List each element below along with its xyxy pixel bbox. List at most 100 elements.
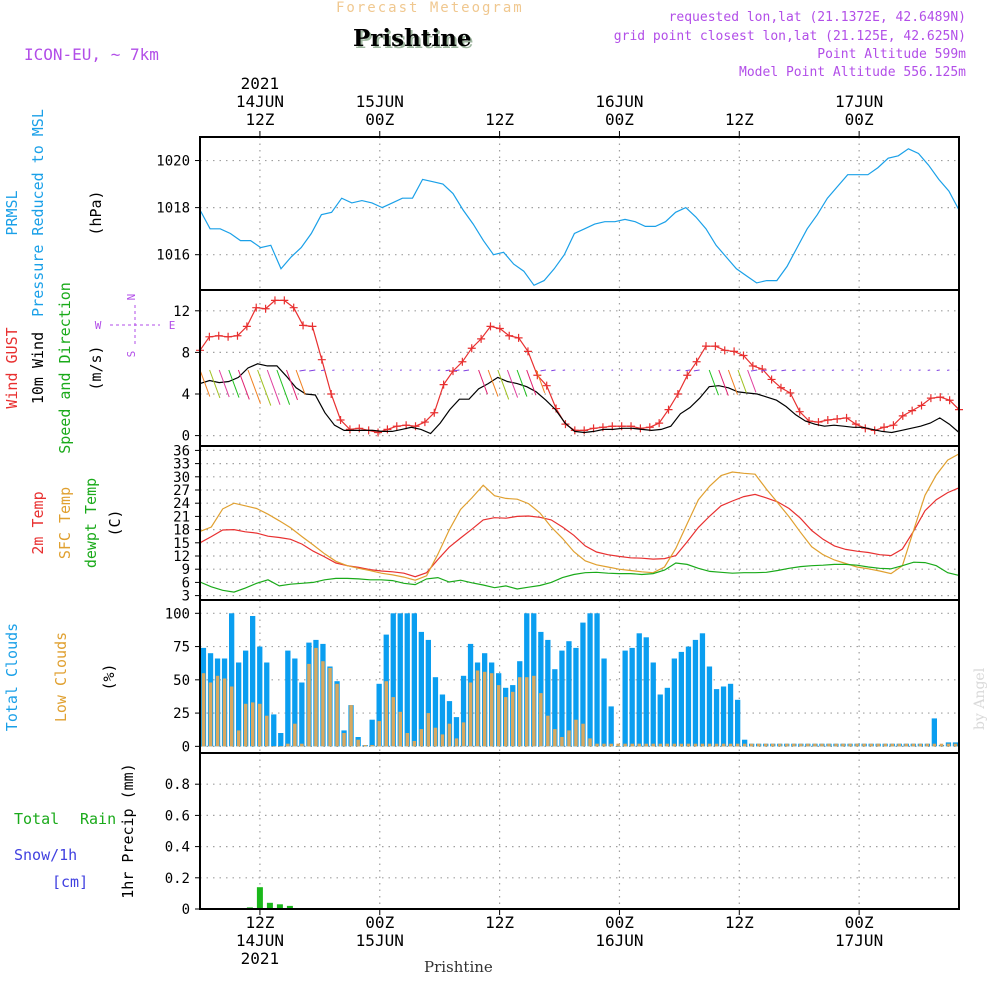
bar bbox=[560, 737, 564, 747]
gust-point bbox=[542, 381, 551, 390]
time-label-top: 17JUN bbox=[835, 92, 883, 111]
wind-arrow bbox=[237, 369, 250, 400]
bar bbox=[518, 677, 522, 747]
bar bbox=[855, 743, 859, 747]
gust-point bbox=[842, 413, 851, 422]
bar bbox=[377, 721, 381, 747]
bar bbox=[276, 904, 283, 909]
bar bbox=[714, 743, 719, 747]
bar bbox=[286, 905, 293, 909]
time-label-top: 00Z bbox=[845, 110, 874, 129]
frame-layer: 1016 1018 1020 PRMSL Pressure Reduced to MSL… bbox=[3, 74, 960, 968]
wind-arrow bbox=[286, 369, 298, 401]
bar bbox=[376, 683, 382, 747]
compass-cross bbox=[110, 305, 160, 345]
y-tick-label: 3 bbox=[182, 589, 190, 605]
bar bbox=[602, 743, 606, 747]
bar bbox=[679, 743, 684, 747]
wind-arrow bbox=[321, 369, 325, 372]
gust-point bbox=[926, 394, 935, 403]
bar bbox=[581, 723, 585, 747]
bar bbox=[771, 743, 775, 747]
bar bbox=[390, 613, 396, 747]
bar bbox=[595, 743, 599, 747]
y-tick-label: 1018 bbox=[156, 201, 190, 217]
bar bbox=[706, 666, 713, 747]
bar bbox=[412, 741, 417, 747]
y-tick-label: 15 bbox=[173, 536, 190, 552]
gust-point bbox=[242, 322, 251, 331]
y-tick-label: 25 bbox=[173, 706, 190, 722]
bar bbox=[672, 743, 677, 747]
gust-point bbox=[739, 351, 748, 360]
gust-point bbox=[683, 371, 692, 380]
panel-temperature bbox=[199, 453, 960, 593]
bar bbox=[904, 743, 908, 747]
bar bbox=[307, 663, 311, 747]
gust-point bbox=[270, 296, 279, 305]
bar bbox=[636, 633, 642, 747]
bar bbox=[876, 743, 880, 747]
gust-point bbox=[224, 332, 233, 341]
gust-point bbox=[261, 304, 270, 313]
panel-label: (C) bbox=[106, 509, 124, 536]
grid-layer bbox=[200, 137, 959, 910]
bar bbox=[813, 743, 817, 747]
bar bbox=[721, 743, 726, 747]
bar bbox=[511, 691, 515, 747]
wind-arrow bbox=[497, 369, 510, 400]
gust-point bbox=[786, 388, 795, 397]
gust-point bbox=[627, 422, 636, 431]
bar bbox=[446, 701, 453, 747]
bar bbox=[692, 639, 699, 747]
wind-arrow bbox=[781, 369, 787, 372]
wind-arrow bbox=[676, 369, 681, 372]
gust-point bbox=[655, 419, 664, 428]
bar bbox=[425, 639, 431, 747]
gust-point bbox=[936, 393, 945, 402]
gust-point bbox=[345, 425, 354, 434]
wind-arrow bbox=[506, 369, 519, 398]
gust-point bbox=[336, 416, 345, 424]
bar bbox=[643, 637, 649, 747]
gust-point bbox=[776, 383, 785, 392]
y-tick-label: 12 bbox=[173, 549, 190, 565]
wind-arrow bbox=[257, 369, 272, 406]
panel-clouds bbox=[200, 613, 959, 747]
bar bbox=[363, 745, 367, 747]
bar bbox=[939, 743, 944, 747]
wind-arrow bbox=[209, 369, 221, 399]
bar bbox=[574, 719, 578, 747]
wind-arrow bbox=[516, 369, 528, 397]
model-label: ICON-EU, ~ 7km bbox=[24, 45, 159, 64]
precip-axis-label: 1hr Precip (mm) bbox=[119, 763, 137, 898]
bar bbox=[370, 745, 374, 747]
bar bbox=[918, 743, 923, 747]
gust-point bbox=[205, 332, 214, 341]
wind-arrow bbox=[750, 369, 758, 372]
bar bbox=[475, 670, 480, 747]
time-label-top: 16JUN bbox=[595, 92, 643, 111]
panel-label: (m/s) bbox=[87, 345, 105, 390]
bar bbox=[862, 743, 866, 747]
bar bbox=[799, 743, 803, 747]
bar bbox=[419, 729, 424, 747]
y-tick-label: 0.6 bbox=[165, 808, 190, 824]
time-label-top: 12Z bbox=[485, 110, 514, 129]
gust-point bbox=[720, 346, 729, 355]
bar bbox=[251, 702, 255, 747]
gust-point bbox=[917, 401, 926, 410]
gust-point bbox=[702, 342, 710, 351]
panel-label: Pressure Reduced to MSL bbox=[29, 109, 47, 317]
bar bbox=[608, 706, 614, 747]
compass-rose: N S W E bbox=[95, 294, 176, 358]
bar bbox=[742, 739, 748, 747]
bar bbox=[299, 682, 305, 747]
compass-letter: N bbox=[125, 294, 138, 301]
gust-point bbox=[458, 357, 467, 366]
bar bbox=[538, 631, 544, 747]
bar bbox=[278, 733, 284, 747]
precip-legend-label: Total bbox=[14, 810, 59, 828]
gust-point bbox=[748, 361, 757, 370]
bar bbox=[946, 743, 951, 747]
